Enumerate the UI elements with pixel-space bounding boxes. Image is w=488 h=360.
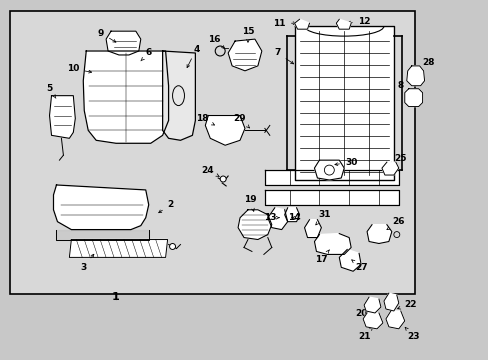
Polygon shape bbox=[364, 297, 380, 313]
Polygon shape bbox=[49, 96, 75, 138]
Polygon shape bbox=[366, 225, 391, 243]
Polygon shape bbox=[53, 185, 148, 230]
Text: 20: 20 bbox=[354, 305, 372, 319]
Polygon shape bbox=[294, 26, 393, 180]
Polygon shape bbox=[264, 190, 398, 205]
Text: 5: 5 bbox=[46, 84, 56, 98]
Text: 18: 18 bbox=[196, 114, 214, 125]
Text: 11: 11 bbox=[273, 19, 295, 28]
Text: 25: 25 bbox=[388, 154, 406, 165]
Polygon shape bbox=[314, 234, 350, 255]
Polygon shape bbox=[83, 51, 168, 143]
Text: 9: 9 bbox=[98, 29, 116, 42]
Text: 2: 2 bbox=[159, 200, 173, 213]
Text: 27: 27 bbox=[351, 260, 366, 272]
Text: 6: 6 bbox=[141, 49, 152, 61]
Polygon shape bbox=[339, 249, 360, 271]
Circle shape bbox=[169, 243, 175, 249]
Text: 24: 24 bbox=[201, 166, 219, 176]
Text: 12: 12 bbox=[347, 17, 369, 26]
Text: 29: 29 bbox=[233, 114, 249, 128]
Text: 26: 26 bbox=[386, 217, 404, 230]
Polygon shape bbox=[362, 313, 382, 329]
Text: 21: 21 bbox=[357, 327, 372, 341]
Polygon shape bbox=[205, 116, 244, 145]
Polygon shape bbox=[106, 31, 141, 55]
Text: 8: 8 bbox=[397, 81, 408, 93]
Polygon shape bbox=[294, 19, 309, 29]
Text: 4: 4 bbox=[187, 45, 199, 68]
Polygon shape bbox=[336, 19, 350, 29]
Polygon shape bbox=[404, 89, 422, 107]
Polygon shape bbox=[406, 66, 424, 86]
Bar bbox=[10, 11, 414, 294]
Polygon shape bbox=[264, 170, 398, 185]
Text: 28: 28 bbox=[420, 58, 434, 73]
Text: 10: 10 bbox=[67, 64, 91, 73]
Polygon shape bbox=[304, 220, 321, 238]
Text: 31: 31 bbox=[315, 210, 330, 225]
Polygon shape bbox=[69, 239, 167, 257]
Polygon shape bbox=[314, 160, 344, 180]
Circle shape bbox=[220, 176, 225, 182]
Text: 15: 15 bbox=[241, 27, 254, 42]
Polygon shape bbox=[267, 208, 287, 230]
Text: 7: 7 bbox=[274, 49, 293, 64]
Text: 14: 14 bbox=[288, 213, 300, 222]
Text: 30: 30 bbox=[334, 158, 357, 167]
Polygon shape bbox=[381, 162, 398, 175]
Polygon shape bbox=[228, 39, 262, 71]
Text: 22: 22 bbox=[397, 300, 416, 309]
Polygon shape bbox=[383, 293, 398, 311]
Polygon shape bbox=[238, 210, 271, 239]
Text: 13: 13 bbox=[263, 213, 279, 222]
Text: 3: 3 bbox=[80, 254, 94, 272]
Text: 23: 23 bbox=[405, 327, 419, 341]
Text: 17: 17 bbox=[314, 250, 328, 264]
Polygon shape bbox=[163, 51, 195, 140]
Polygon shape bbox=[385, 311, 404, 329]
Text: 1: 1 bbox=[112, 292, 120, 302]
Text: 19: 19 bbox=[243, 195, 256, 211]
Text: 16: 16 bbox=[207, 35, 224, 49]
Polygon shape bbox=[284, 208, 299, 222]
Polygon shape bbox=[56, 230, 148, 239]
